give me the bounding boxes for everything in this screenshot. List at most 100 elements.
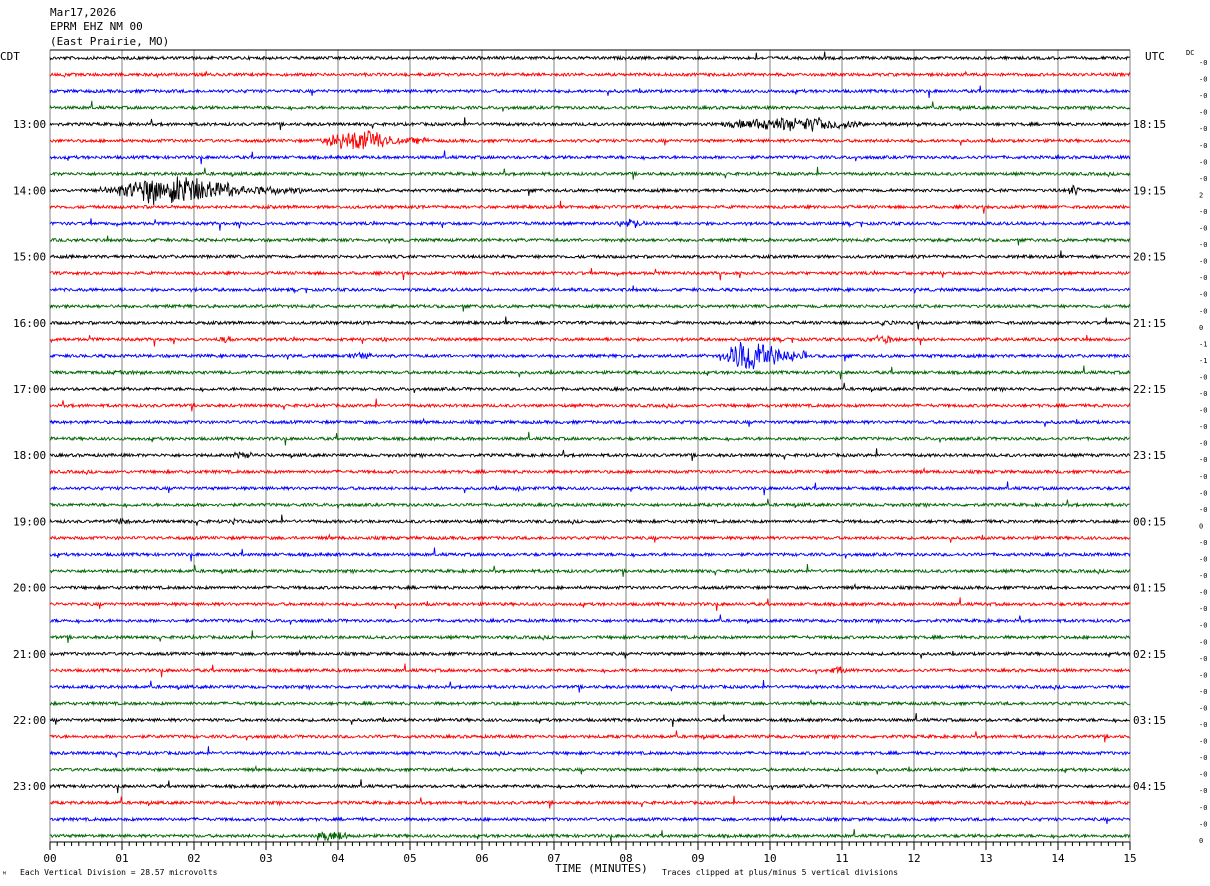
trace-1 (49, 70, 1131, 79)
dc-offset-label: -0 (1199, 456, 1207, 464)
dc-offset-label: -1 (1199, 340, 1207, 348)
trace-37 (49, 663, 1131, 678)
trace-0 (49, 51, 1131, 62)
x-tick-label: 13 (979, 852, 992, 865)
dc-offset-label: 0 (1199, 522, 1203, 530)
dc-offset-label: -0 (1199, 92, 1207, 100)
trace-5 (49, 130, 1131, 150)
cdt-hour-label: 21:00 (13, 648, 46, 661)
x-tick-label: 09 (691, 852, 704, 865)
x-axis-title: TIME (MINUTES) (555, 862, 648, 875)
trace-16 (49, 316, 1131, 330)
x-tick-label: 02 (187, 852, 200, 865)
trace-27 (49, 498, 1130, 509)
trace-45 (49, 795, 1131, 809)
dc-offset-label: -0 (1199, 589, 1207, 597)
dc-offset-label: 0 (1199, 324, 1203, 332)
dc-offset-label: -0 (1199, 158, 1207, 166)
trace-40 (49, 713, 1131, 727)
x-tick-label: 15 (1123, 852, 1136, 865)
dc-offset-label: -0 (1199, 556, 1207, 564)
trace-28 (49, 514, 1131, 526)
corner-mark: ᴹ (2, 870, 7, 879)
utc-hour-label: 18:15 (1133, 118, 1166, 131)
utc-label: UTC (1145, 50, 1165, 63)
dc-offset-label: -0 (1199, 274, 1207, 282)
dc-offset-label: -0 (1199, 109, 1207, 117)
dc-offset-label: -0 (1199, 820, 1207, 828)
dc-offset-label: -0 (1199, 605, 1207, 613)
trace-9 (49, 200, 1131, 214)
dc-offset-label: -0 (1199, 291, 1207, 299)
dc-offset-label: -0 (1199, 225, 1207, 233)
trace-23 (49, 431, 1131, 446)
x-tick-label: 00 (43, 852, 56, 865)
dc-offset-label: -0 (1199, 671, 1207, 679)
trace-15 (49, 303, 1131, 312)
trace-47 (49, 828, 1131, 843)
trace-38 (49, 679, 1131, 693)
trace-30 (49, 547, 1131, 562)
x-tick-label: 03 (259, 852, 272, 865)
dc-offset-label: -0 (1199, 638, 1207, 646)
trace-8 (49, 176, 1131, 206)
dc-offset-label: 2 (1199, 191, 1203, 199)
station-label: EPRM EHZ NM 00 (50, 20, 143, 33)
dc-offset-label: -0 (1199, 489, 1207, 497)
trace-19 (49, 365, 1131, 380)
cdt-hour-label: 13:00 (13, 118, 46, 131)
cdt-hour-label: 18:00 (13, 449, 46, 462)
dc-offset-label: -0 (1199, 506, 1207, 514)
trace-14 (49, 285, 1131, 295)
x-axis: 00 01 02 03 04 05 06 07 08 09 10 11 12 13 14 15 (43, 841, 1137, 865)
dc-offset-label: -0 (1199, 804, 1207, 812)
x-tick-label: 11 (835, 852, 848, 865)
utc-hour-label: 22:15 (1133, 383, 1166, 396)
x-tick-label: 08 (619, 852, 632, 865)
clip-note: Traces clipped at plus/minus 5 vertical … (662, 868, 899, 877)
trace-7 (49, 166, 1131, 180)
dc-offset-label: -0 (1199, 258, 1207, 266)
cdt-hour-label: 20:00 (13, 582, 46, 595)
cdt-hour-label: 16:00 (13, 317, 46, 330)
trace-31 (49, 564, 1131, 577)
trace-24 (49, 448, 1131, 461)
trace-26 (49, 481, 1131, 496)
dc-offset-label: -0 (1199, 738, 1207, 746)
dc-offset-label: -0 (1199, 754, 1207, 762)
trace-20 (49, 382, 1131, 394)
cdt-hour-label: 22:00 (13, 714, 46, 727)
trace-6 (49, 150, 1131, 165)
trace-10 (49, 218, 1131, 231)
dc-offset-label: -0 (1199, 407, 1207, 415)
trace-2 (49, 85, 1131, 99)
trace-43 (49, 764, 1130, 775)
location-label: (East Prairie, MO) (50, 35, 170, 48)
x-tick-label: 07 (547, 852, 560, 865)
trace-41 (49, 730, 1131, 743)
dc-offset-label: -0 (1199, 440, 1207, 448)
dc-offset-label: -0 (1199, 771, 1207, 779)
cdt-hour-label: 19:00 (13, 515, 46, 528)
dc-offset-label: -0 (1199, 175, 1207, 183)
utc-hour-label: 23:15 (1133, 449, 1166, 462)
dc-offset-label: -0 (1199, 473, 1207, 481)
cdt-hour-label: 15:00 (13, 251, 46, 264)
cdt-label: CDT (0, 50, 20, 63)
trace-4 (49, 116, 1131, 132)
date-label: Mar17,2026 (50, 6, 117, 19)
dc-offset-label: -0 (1199, 125, 1207, 133)
cdt-hour-labels: 13:00 14:00 15:00 16:00 17:00 18:00 19:00 20:00… (13, 118, 46, 793)
trace-42 (49, 746, 1131, 758)
dc-offset-label: -0 (1199, 721, 1207, 729)
dc-offset-label: -0 (1199, 241, 1207, 249)
trace-39 (49, 698, 1131, 707)
utc-hour-labels: 18:15 19:15 20:15 21:15 22:15 23:15 00:15 01:15… (1133, 118, 1166, 793)
x-tick-label: 06 (475, 852, 488, 865)
dc-offset-label: -1 (1199, 357, 1207, 365)
trace-44 (49, 779, 1131, 794)
utc-hour-label: 20:15 (1133, 251, 1166, 264)
dc-offset-label: -0 (1199, 208, 1207, 216)
dc-offset-label: -0 (1199, 622, 1207, 630)
